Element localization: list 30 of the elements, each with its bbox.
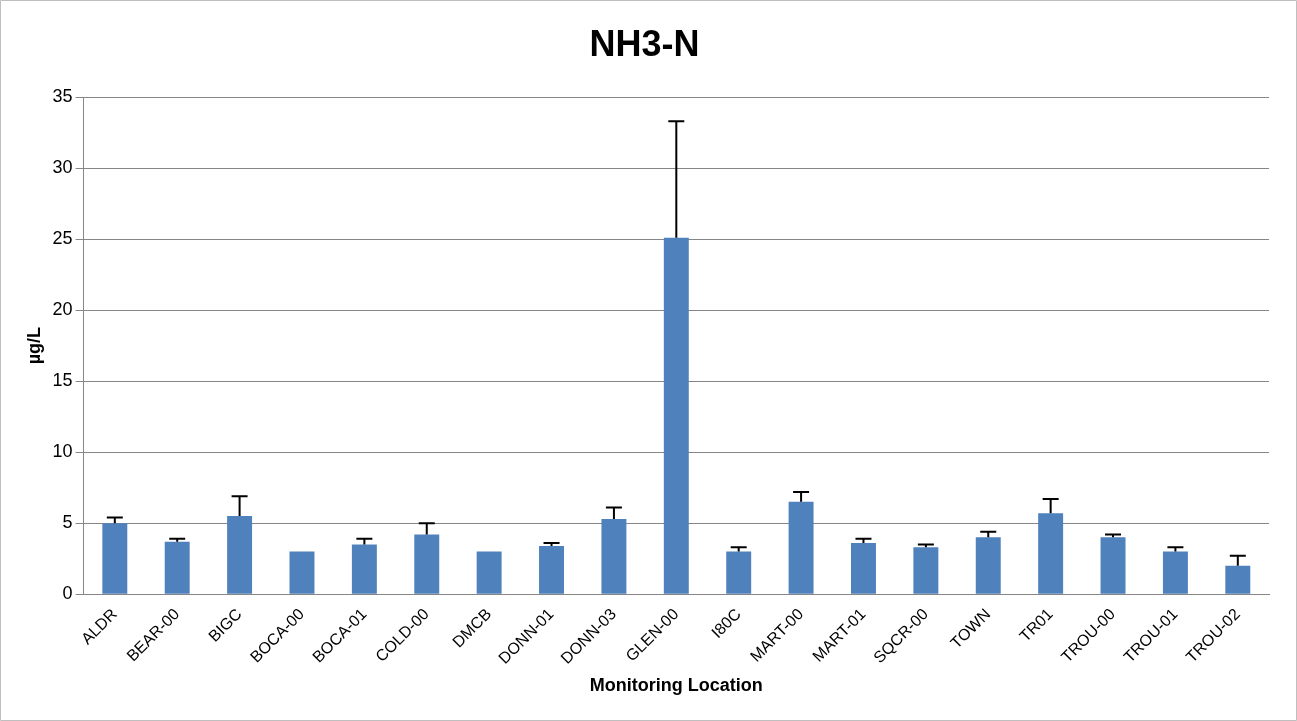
bar (476, 551, 502, 594)
bar (414, 534, 440, 594)
bar (164, 541, 190, 594)
bar (1162, 551, 1188, 594)
bar (788, 501, 814, 594)
x-axis-title: Monitoring Location (589, 675, 763, 696)
y-tick-label: 35 (52, 86, 73, 107)
bar (913, 547, 939, 594)
y-tick-label: 5 (62, 512, 73, 533)
bar (351, 544, 377, 594)
bar (1100, 537, 1126, 594)
bar (1038, 513, 1064, 594)
y-tick-label: 30 (52, 157, 73, 178)
chart-title: NH3-N (589, 22, 700, 64)
bar (1225, 565, 1251, 594)
bar (601, 518, 627, 594)
bar (289, 551, 315, 594)
bar (539, 545, 565, 594)
y-tick-label: 25 (52, 228, 73, 249)
bar (726, 551, 752, 594)
y-tick-label: 15 (52, 370, 73, 391)
y-tick-label: 10 (52, 441, 73, 462)
y-axis-title: µg/L (23, 326, 44, 365)
y-tick-label: 20 (52, 299, 73, 320)
y-tick-label: 0 (62, 583, 73, 604)
bar (227, 516, 253, 594)
bar (663, 237, 689, 594)
bar (102, 523, 128, 594)
bar (851, 543, 876, 594)
bar (975, 537, 1001, 594)
